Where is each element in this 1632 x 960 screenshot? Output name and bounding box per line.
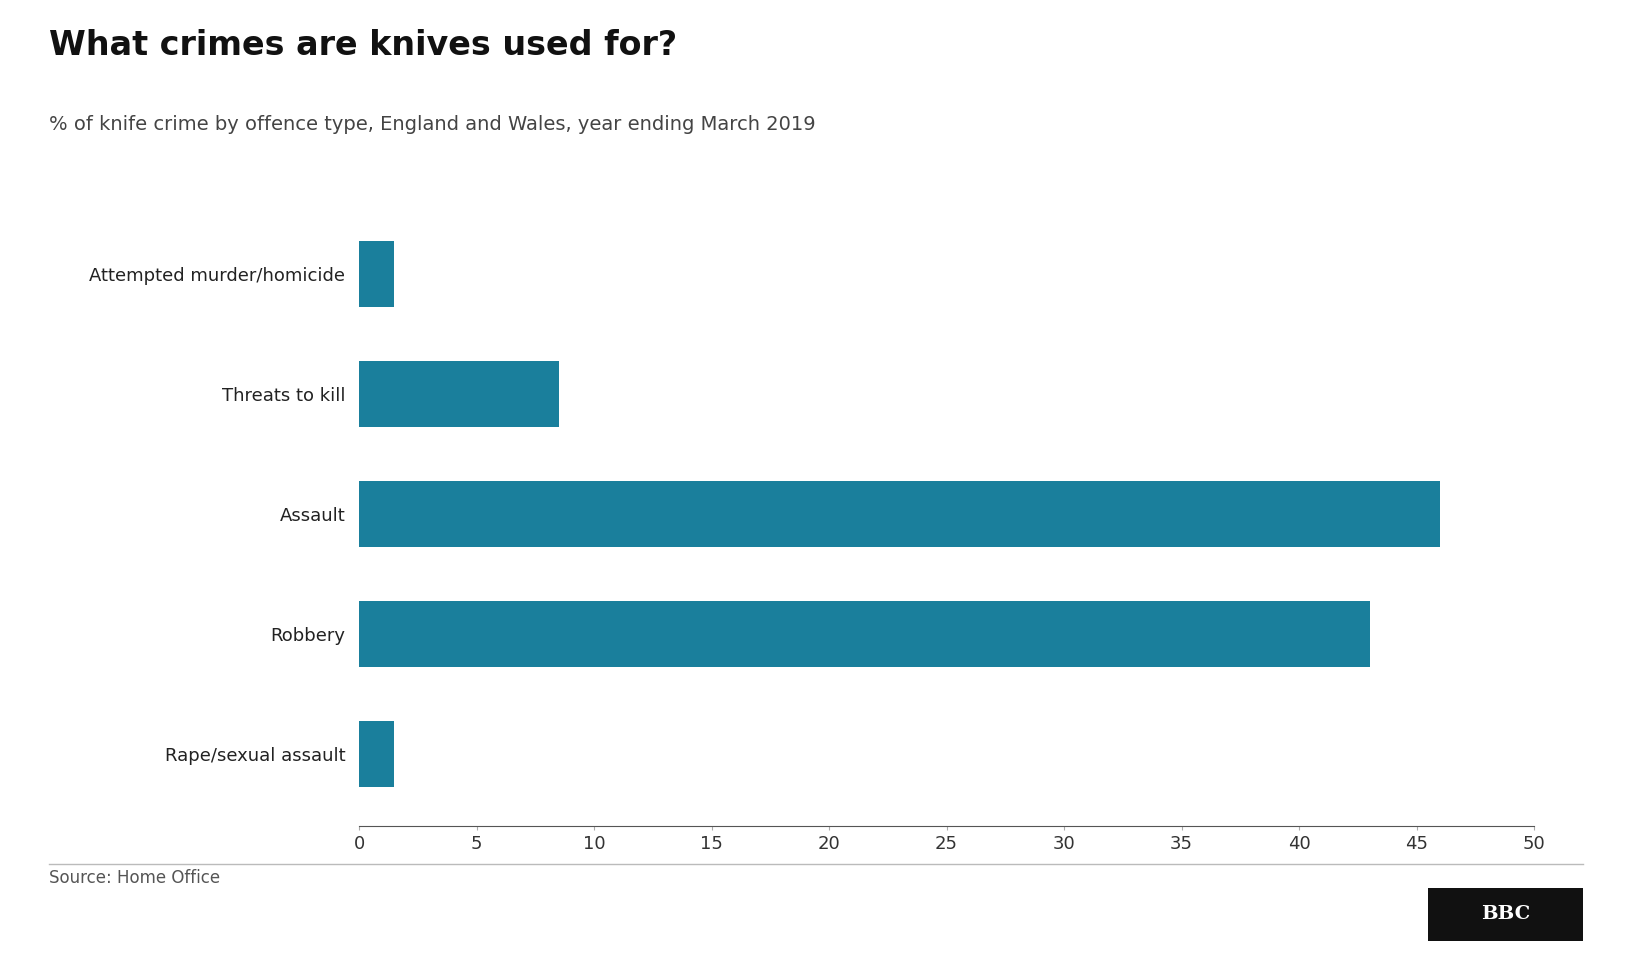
- Text: What crimes are knives used for?: What crimes are knives used for?: [49, 29, 677, 61]
- Bar: [359, 601, 1369, 666]
- Text: BBC: BBC: [1480, 905, 1531, 924]
- Bar: [359, 721, 395, 786]
- Bar: [359, 361, 558, 426]
- Text: % of knife crime by offence type, England and Wales, year ending March 2019: % of knife crime by offence type, Englan…: [49, 115, 816, 134]
- Text: Source: Home Office: Source: Home Office: [49, 869, 220, 887]
- Bar: [359, 241, 395, 306]
- Bar: [359, 481, 1439, 546]
